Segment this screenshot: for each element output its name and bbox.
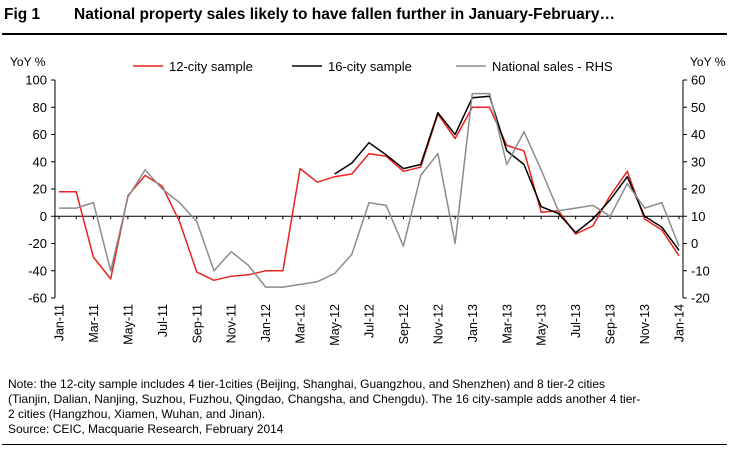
y-tick-label-left: 20 — [33, 182, 47, 197]
line-chart: -60 -40 -20 0 20 40 60 80 100 -20 -10 0 10 20 30 40 50 60… — [10, 55, 726, 346]
series-group — [59, 92, 680, 288]
x-tick-label: Jan-14 — [673, 304, 687, 342]
y-tick-label-left: -60 — [28, 291, 47, 306]
figure-title-text: National property sales likely to have f… — [74, 6, 615, 23]
x-tick-label: Nov-11 — [225, 304, 239, 343]
y-tick-label-right: 10 — [691, 209, 705, 224]
x-tick-label: Mar-12 — [294, 304, 308, 344]
footnote: Note: the 12-city sample includes 4 tier… — [8, 377, 728, 437]
y-tick-label-left: 0 — [40, 209, 47, 224]
x-tick-label: Jul-12 — [363, 304, 377, 338]
legend-label-3: National sales - RHS — [492, 59, 613, 74]
y-tick-label-left: -40 — [28, 263, 47, 278]
x-tick-label: Jan-11 — [53, 304, 67, 341]
y-tick-label-right: 30 — [691, 154, 705, 169]
x-tick-label: May-12 — [328, 304, 342, 346]
note-line-3: 2 cities (Hangzhou, Xiamen, Wuhan, and J… — [8, 407, 266, 421]
y-tick-label-left: 80 — [33, 100, 47, 115]
y-axis-label-left: YoY % — [10, 55, 46, 69]
series-line-2 — [334, 95, 680, 251]
y-tick-label-right: 40 — [691, 127, 705, 142]
legend: 12-city sample 16-city sample National sal… — [133, 59, 613, 74]
x-tick-label: Nov-12 — [431, 304, 445, 344]
figure-title: Fig 1 National property sales likely to h… — [4, 6, 615, 24]
x-tick-label: Nov-13 — [638, 304, 652, 344]
x-tick-label: Mar-11 — [87, 304, 101, 343]
x-tick-label: May-11 — [121, 304, 135, 345]
x-tick-label: Mar-13 — [500, 304, 514, 344]
series-line-3 — [59, 92, 680, 288]
y-tick-label-left: 40 — [33, 154, 47, 169]
y-tick-label-left: 100 — [25, 73, 47, 88]
y-tick-label-right: 60 — [691, 73, 705, 88]
y-tick-label-right: 50 — [691, 100, 705, 115]
y-axis-label-right: YoY % — [690, 55, 726, 69]
y-tick-label-right: 20 — [691, 182, 705, 197]
source-line: Source: CEIC, Macquarie Research, Februa… — [8, 422, 284, 436]
y-tick-label-right: -10 — [691, 263, 710, 278]
y-tick-label-right: 0 — [691, 236, 698, 251]
x-tick-label: Jan-13 — [466, 304, 480, 342]
x-tick-label: Sep-11 — [190, 304, 204, 343]
y-tick-label-right: -20 — [691, 291, 710, 306]
note-line-2: (Tianjin, Dalian, Nanjing, Suzhou, Fuzho… — [8, 392, 641, 406]
legend-label-1: 12-city sample — [169, 59, 253, 74]
title-rule — [2, 33, 727, 35]
figure-number: Fig 1 — [4, 6, 41, 23]
x-tick-label: Sep-12 — [397, 304, 411, 344]
x-tick-label: Jul-11 — [156, 304, 170, 337]
x-tick-label: Sep-13 — [604, 304, 618, 344]
legend-label-2: 16-city sample — [328, 59, 412, 74]
note-line-1: Note: the 12-city sample includes 4 tier… — [8, 377, 606, 391]
x-tick-label: May-13 — [535, 304, 549, 346]
x-tick-label: Jan-12 — [259, 304, 273, 342]
y-tick-label-left: -20 — [28, 236, 47, 251]
axes-group: -60 -40 -20 0 20 40 60 80 100 -20 -10 0 10 20 30 40 50 60… — [10, 55, 726, 346]
y-tick-label-left: 60 — [33, 127, 47, 142]
footer-rule — [2, 444, 727, 445]
x-tick-label: Jul-13 — [569, 304, 583, 338]
series-line-1 — [59, 106, 680, 282]
